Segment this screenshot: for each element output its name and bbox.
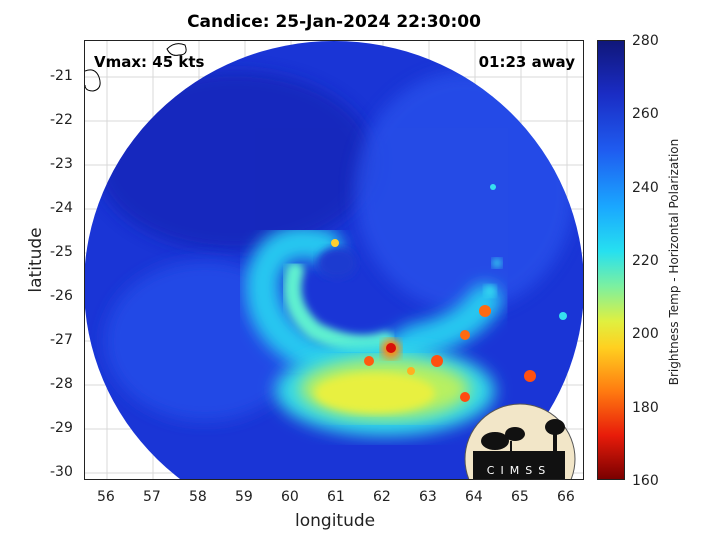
y-tick: -26 xyxy=(50,288,73,304)
map-title: Candice: 25-Jan-2024 22:30:00 xyxy=(187,12,481,32)
colorbar-tick: 220 xyxy=(632,253,659,269)
x-tick: 64 xyxy=(465,489,483,505)
y-axis-title: latitude xyxy=(26,227,46,293)
microwave-imagery: CIMSS xyxy=(85,41,583,479)
storm-swath xyxy=(85,41,583,479)
y-tick: -28 xyxy=(50,376,73,392)
map-plot-area: CIMSS Vmax: 45 kts 01:23 away xyxy=(84,40,584,480)
x-tick: 56 xyxy=(97,489,115,505)
cimss-logo: CIMSS xyxy=(464,403,576,479)
y-tick: -24 xyxy=(50,200,73,216)
colorbar-tick: 280 xyxy=(632,33,659,49)
colorbar-tick: 240 xyxy=(632,180,659,196)
colorbar xyxy=(597,40,625,480)
x-tick: 58 xyxy=(189,489,207,505)
x-tick: 66 xyxy=(557,489,575,505)
x-tick: 65 xyxy=(511,489,529,505)
x-tick: 59 xyxy=(235,489,253,505)
y-tick: -22 xyxy=(50,112,73,128)
x-tick: 62 xyxy=(373,489,391,505)
x-axis-title: longitude xyxy=(295,511,376,531)
colorbar-tick: 200 xyxy=(632,326,659,342)
colorbar-tick: 180 xyxy=(632,400,659,416)
cimss-logo-text: CIMSS xyxy=(487,464,551,477)
island-outline xyxy=(85,69,101,92)
x-tick: 60 xyxy=(281,489,299,505)
y-tick: -30 xyxy=(50,464,73,480)
colorbar-title: Brightness Temp - Horizontal Polarizatio… xyxy=(667,138,681,386)
time-away-label: 01:23 away xyxy=(478,53,575,71)
y-tick: -23 xyxy=(50,156,73,172)
vmax-label: Vmax: 45 kts xyxy=(94,53,205,71)
island-outline xyxy=(166,43,187,56)
colorbar-tick: 160 xyxy=(632,473,659,489)
y-tick: -29 xyxy=(50,420,73,436)
x-tick: 57 xyxy=(143,489,161,505)
y-tick: -21 xyxy=(50,68,73,84)
y-tick: -25 xyxy=(50,244,73,260)
x-tick: 63 xyxy=(419,489,437,505)
colorbar-tick: 260 xyxy=(632,106,659,122)
x-tick: 61 xyxy=(327,489,345,505)
y-tick: -27 xyxy=(50,332,73,348)
